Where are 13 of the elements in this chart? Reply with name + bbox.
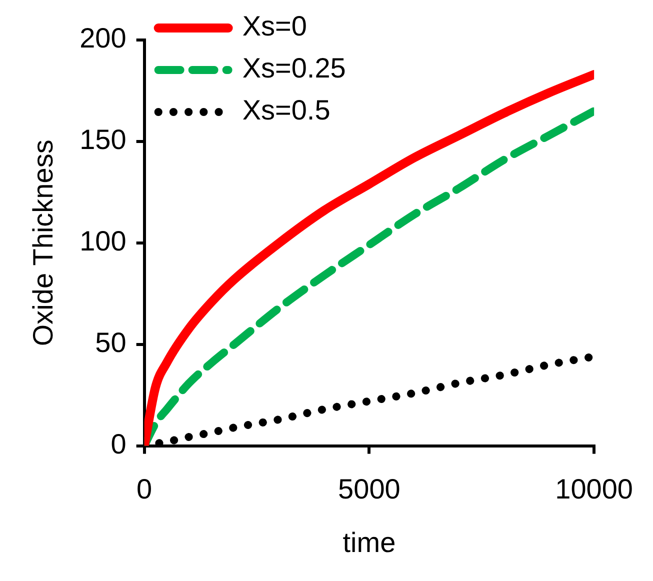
y-tick-label: 50: [95, 327, 126, 358]
x-tick-label: 0: [136, 473, 152, 504]
y-tick-label: 0: [110, 428, 126, 460]
y-axis-title: Oxide Thickness: [28, 140, 59, 346]
y-tick-label: 200: [80, 22, 126, 54]
legend-label: Xs=0: [242, 10, 307, 42]
legend-label: Xs=0.5: [242, 94, 330, 126]
y-tick-label: 150: [80, 124, 126, 156]
x-tick-label: 10000: [555, 473, 634, 504]
legend-label: Xs=0.25: [242, 52, 346, 84]
x-tick-label: 5000: [338, 473, 400, 504]
y-tick-label: 100: [80, 226, 126, 257]
x-axis-title: time: [342, 526, 396, 558]
